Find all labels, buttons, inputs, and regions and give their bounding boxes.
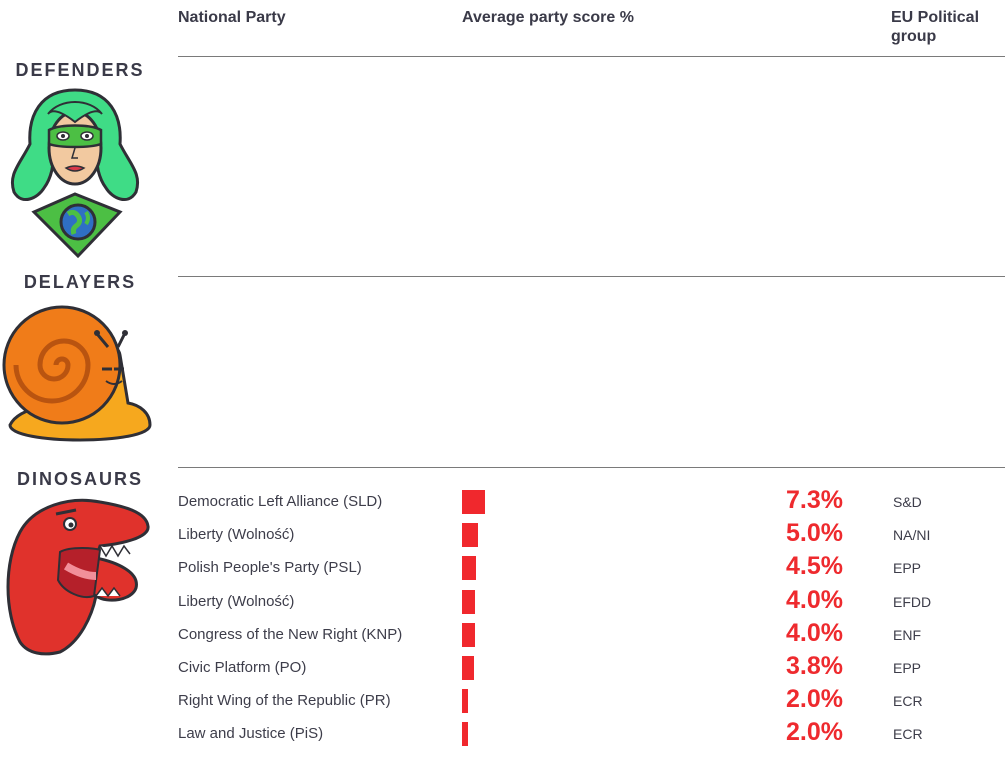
party-name-label: Congress of the New Right (KNP) xyxy=(178,625,403,643)
score-value-label: 4.5% xyxy=(786,552,843,581)
header-eu-group: EU Political group xyxy=(891,9,980,45)
score-bar xyxy=(462,523,478,548)
score-bar xyxy=(462,490,485,514)
divider-dinosaurs xyxy=(178,467,1005,468)
dinosaur-trex-icon xyxy=(6,498,150,656)
party-name-label: Civic Platform (PO) xyxy=(178,659,307,676)
eu-group-label: ECR xyxy=(893,726,923,743)
chart-row: Liberty (Wolność) 5.0% NA/NI xyxy=(0,519,1005,552)
score-value-label: 3.8% xyxy=(786,652,843,680)
eu-group-label: ENF xyxy=(893,626,921,643)
score-bar xyxy=(462,722,469,747)
divider-delayers xyxy=(178,276,1005,277)
chart-row: Law and Justice (PiS) 2.0% ECR xyxy=(0,718,1005,751)
category-title-dinosaurs: DINOSAURS xyxy=(16,469,143,489)
score-bar xyxy=(462,556,477,581)
score-bar xyxy=(462,656,474,680)
score-value-label: 4.0% xyxy=(786,618,843,647)
eu-group-label: ECR xyxy=(893,693,923,710)
chart-row: Polish People's Party (PSL) 4.5% EPP xyxy=(0,552,1005,585)
defender-superhero-icon xyxy=(11,88,139,259)
chart-row: Civic Platform (PO) 3.8% EPP xyxy=(0,652,1005,685)
score-bar xyxy=(462,589,475,614)
chart-row: Liberty (Wolność) 4.0% EFDD xyxy=(0,586,1005,619)
score-bar xyxy=(462,622,475,647)
header-average-score: Average party score % xyxy=(462,9,634,26)
chart-row: Right Wing of the Republic (PR) 2.0% ECR xyxy=(0,685,1005,718)
eu-group-label: EFDD xyxy=(893,593,932,610)
category-title-delayers: DELAYERS xyxy=(23,272,137,292)
score-value-label: 5.0% xyxy=(786,519,843,548)
party-name-label: Polish People's Party (PSL) xyxy=(178,559,362,577)
score-value-label: 7.3% xyxy=(786,486,843,514)
chart-row: Congress of the New Right (KNP) 4.0% ENF xyxy=(0,619,1005,652)
eu-group-label: S&D xyxy=(893,494,922,510)
score-value-label: 2.0% xyxy=(786,718,843,747)
header-national-party: National Party xyxy=(178,9,286,26)
delayer-snail-icon xyxy=(2,305,152,442)
chart-row: Democratic Left Alliance (SLD) 7.3% S&D xyxy=(0,486,1005,519)
eu-group-label: EPP xyxy=(893,560,922,577)
party-name-label: Democratic Left Alliance (SLD) xyxy=(178,493,383,510)
eu-group-label: NA/NI xyxy=(893,527,931,544)
eu-group-label: EPP xyxy=(893,660,922,676)
divider-defenders xyxy=(178,56,1005,57)
category-title-defenders: DEFENDERS xyxy=(15,60,145,80)
party-name-label: Law and Justice (PiS) xyxy=(178,725,324,743)
party-name-label: Right Wing of the Republic (PR) xyxy=(178,692,391,710)
score-value-label: 2.0% xyxy=(786,685,843,714)
score-value-label: 4.0% xyxy=(786,585,843,614)
party-name-label: Liberty (Wolność) xyxy=(178,526,295,544)
party-name-label: Liberty (Wolność) xyxy=(178,592,295,610)
score-bar xyxy=(462,689,469,714)
